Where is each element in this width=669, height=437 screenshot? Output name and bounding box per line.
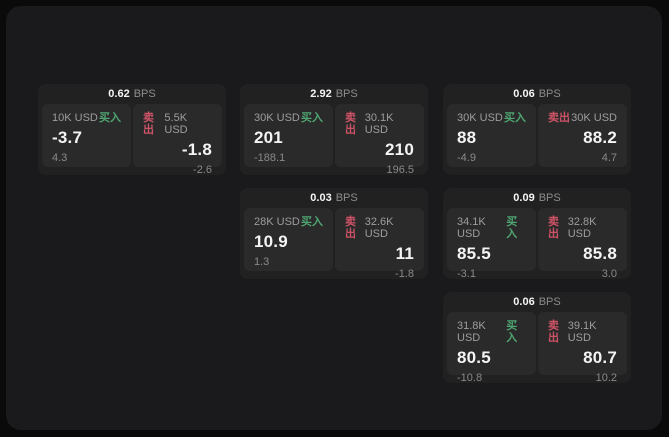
sell-delta: 3.0 [601,268,617,279]
buy-label: 买入 [506,216,518,240]
sell-size: 39.1K USD [567,320,597,344]
sell-price: 210 [385,140,414,159]
sell-label: 卖出 [548,320,559,344]
spread-unit: BPS [538,192,561,204]
sell-delta: 4.7 [601,152,617,164]
buy-tile[interactable]: 28K USD 买入 10.9 1.3 [244,208,333,271]
buy-price: 201 [254,128,283,147]
sell-size: 5.5K USD [164,112,188,136]
sell-price: 85.8 [583,244,617,263]
buy-tile[interactable]: 31.8K USD 买入 80.5 -10.8 [447,312,536,383]
buy-size: 30K USD [457,112,503,124]
quote-card-6: 0.06 BPS 31.8K USD 买入 80.5 -10.8 卖出 39.1… [443,292,631,383]
buy-tile[interactable]: 10K USD 买入 -3.7 4.3 [42,104,131,167]
quote-card-2: 2.92 BPS 30K USD 买入 201 -188.1 卖出 30.1K … [240,84,428,175]
buy-price: 10.9 [254,232,288,251]
spread-header: 0.06 BPS [443,292,631,312]
quote-card-4: 0.03 BPS 28K USD 买入 10.9 1.3 卖出 32.6K US… [240,188,428,279]
buy-tile[interactable]: 30K USD 买入 88 -4.9 [447,104,536,167]
buy-size: 28K USD [254,216,300,228]
sell-tile[interactable]: 卖出 39.1K USD 80.7 10.2 [538,312,627,383]
sell-size: 30.1K USD [364,112,394,136]
buy-label: 买入 [99,112,121,124]
sell-tile[interactable]: 卖出 32.6K USD 11 -1.8 [335,208,424,279]
sell-price: 80.7 [583,348,617,367]
buy-size: 30K USD [254,112,300,124]
spread-header: 0.03 BPS [240,188,428,208]
buy-price: -3.7 [52,128,83,147]
sell-price: 88.2 [583,128,617,147]
sell-size: 30K USD [571,112,617,124]
buy-size: 34.1K USD [457,216,486,240]
spread-unit: BPS [538,88,561,100]
sell-price: -1.8 [181,140,212,159]
sell-tile[interactable]: 卖出 32.8K USD 85.8 3.0 [538,208,627,279]
buy-price: 85.5 [457,244,491,263]
spread-value: 0.09 [513,192,535,204]
sell-label: 卖出 [548,216,559,240]
buy-label: 买入 [504,112,526,124]
sell-tile[interactable]: 卖出 30.1K USD 210 196.5 [335,104,424,175]
sell-label: 卖出 [548,112,570,124]
spread-value: 2.92 [310,88,332,100]
spread-value: 0.62 [108,88,130,100]
quote-card-3: 0.06 BPS 30K USD 买入 88 -4.9 卖出 30K USD [443,84,631,175]
spread-header: 0.09 BPS [443,188,631,208]
sell-label: 卖出 [345,216,356,240]
sell-tile[interactable]: 卖出 5.5K USD -1.8 -2.6 [133,104,222,175]
buy-delta: 4.3 [52,152,68,164]
sell-delta: 196.5 [386,164,414,175]
spread-unit: BPS [133,88,156,100]
quotes-panel: 0.62 BPS 10K USD 买入 -3.7 4.3 卖出 5.5K USD [6,6,662,430]
buy-tile[interactable]: 34.1K USD 买入 85.5 -3.1 [447,208,536,279]
buy-size: 31.8K USD [457,320,486,344]
sell-tile[interactable]: 卖出 30K USD 88.2 4.7 [538,104,627,167]
spread-value: 0.06 [513,88,535,100]
buy-delta: -3.1 [457,268,476,279]
sell-label: 卖出 [143,112,154,136]
buy-delta: -4.9 [457,152,476,164]
spread-unit: BPS [335,192,358,204]
sell-size: 32.8K USD [567,216,597,240]
sell-delta: 10.2 [595,372,617,383]
buy-label: 买入 [301,216,323,228]
sell-price: 11 [395,244,414,263]
sell-label: 卖出 [345,112,356,136]
buy-tile[interactable]: 30K USD 买入 201 -188.1 [244,104,333,167]
spread-header: 2.92 BPS [240,84,428,104]
buy-delta: -10.8 [457,372,483,383]
buy-delta: -188.1 [254,152,286,164]
spread-value: 0.06 [513,296,535,308]
buy-price: 80.5 [457,348,491,367]
sell-size: 32.6K USD [364,216,394,240]
quote-card-5: 0.09 BPS 34.1K USD 买入 85.5 -3.1 卖出 32.8K… [443,188,631,279]
spread-unit: BPS [538,296,561,308]
buy-label: 买入 [301,112,323,124]
sell-delta: -2.6 [193,164,212,175]
buy-label: 买入 [506,320,518,344]
buy-delta: 1.3 [254,256,270,268]
buy-size: 10K USD [52,112,98,124]
sell-delta: -1.8 [395,268,414,279]
quote-card-1: 0.62 BPS 10K USD 买入 -3.7 4.3 卖出 5.5K USD [38,84,226,175]
buy-price: 88 [457,128,477,147]
spread-value: 0.03 [310,192,332,204]
spread-header: 0.62 BPS [38,84,226,104]
spread-unit: BPS [335,88,358,100]
spread-header: 0.06 BPS [443,84,631,104]
